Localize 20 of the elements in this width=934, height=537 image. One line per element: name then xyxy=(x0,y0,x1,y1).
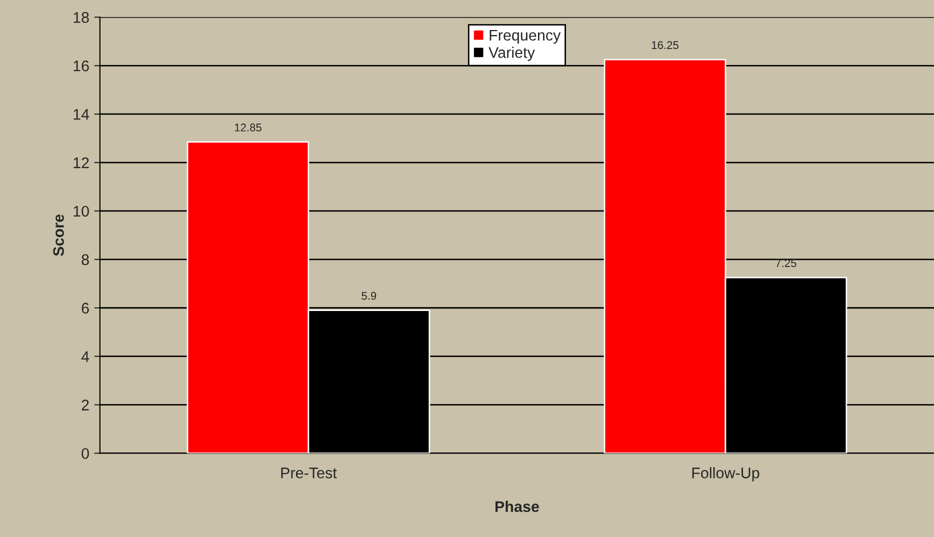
legend-label: Frequency xyxy=(490,30,561,44)
y-axis-title: Score xyxy=(53,214,64,256)
y-tick-label: 2 xyxy=(82,400,89,410)
y-tick-label: 6 xyxy=(82,302,89,314)
legend-label: Variety xyxy=(488,46,535,61)
x-tick-label: Pre-Test xyxy=(281,468,337,478)
data-label: 12.85 xyxy=(234,124,262,132)
y-tick-label: 0 xyxy=(82,448,89,459)
data-label: 16.25 xyxy=(652,41,678,50)
x-tick-label: Follow-Up xyxy=(692,467,760,482)
y-tick-label: 14 xyxy=(74,109,90,120)
y-tick-label: 12 xyxy=(74,157,89,168)
y-tick-label: 16 xyxy=(74,60,89,72)
x-axis-title: Phase xyxy=(495,500,539,512)
data-label: 5.9 xyxy=(362,292,376,300)
y-tick-label: 18 xyxy=(74,12,89,23)
y-tick-label: 8 xyxy=(82,254,89,266)
y-tick-label: 10 xyxy=(74,206,89,217)
y-tick-label: 4 xyxy=(81,351,90,362)
data-label: 7.25 xyxy=(776,259,796,268)
